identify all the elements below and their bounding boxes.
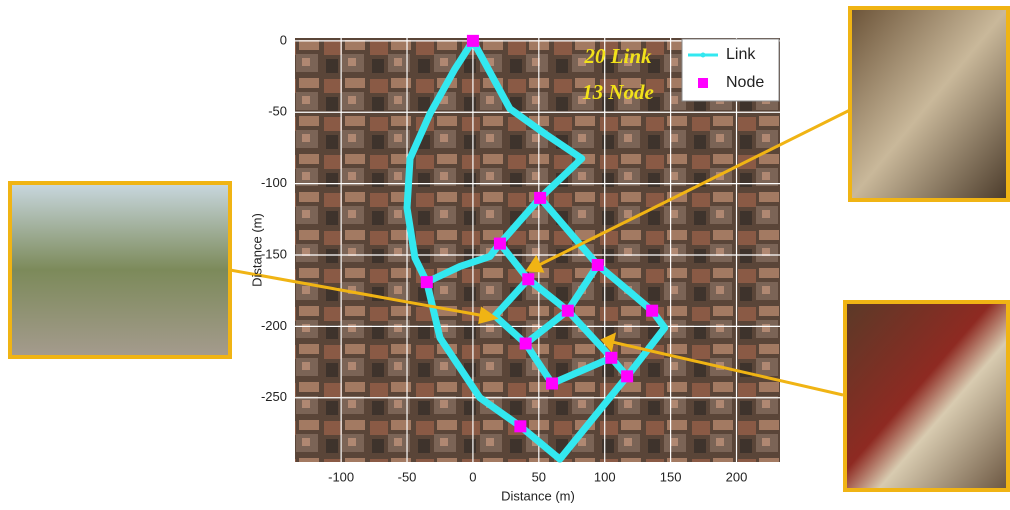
y-tick-label: -200 xyxy=(261,318,287,333)
x-tick-label: 0 xyxy=(469,469,476,484)
annotation: 20 Link xyxy=(583,44,652,68)
x-tick-label: 150 xyxy=(660,469,682,484)
x-tick-label: 50 xyxy=(532,469,546,484)
y-tick-label: -100 xyxy=(261,175,287,190)
node-marker xyxy=(421,276,433,288)
node-marker xyxy=(546,377,558,389)
street-photo xyxy=(10,183,230,357)
x-tick-label: 200 xyxy=(726,469,748,484)
legend-marker xyxy=(701,53,706,58)
node-marker xyxy=(646,305,658,317)
node-marker xyxy=(592,259,604,271)
node-marker xyxy=(605,352,617,364)
node-marker xyxy=(621,370,633,382)
legend-label: Node xyxy=(726,74,764,91)
street-photo xyxy=(845,302,1008,490)
annotation: 13 Node xyxy=(582,80,654,104)
node-marker xyxy=(522,273,534,285)
street-photo xyxy=(850,8,1008,200)
x-axis-label: Distance (m) xyxy=(501,488,575,503)
node-marker xyxy=(534,192,546,204)
y-tick-label: -50 xyxy=(268,104,287,119)
node-marker xyxy=(520,338,532,350)
node-marker xyxy=(514,420,526,432)
aerial-map xyxy=(295,38,780,462)
y-tick-label: -150 xyxy=(261,246,287,261)
x-tick-label: -50 xyxy=(398,469,417,484)
legend-marker xyxy=(698,78,708,88)
x-tick-label: -100 xyxy=(328,469,354,484)
node-marker xyxy=(562,305,574,317)
legend-label: Link xyxy=(726,46,756,63)
figure: 20 Link 13 Node Distance (m) Distance (m… xyxy=(0,0,1010,510)
node-marker xyxy=(494,238,506,250)
y-tick-label: -250 xyxy=(261,389,287,404)
y-tick-label: 0 xyxy=(280,32,287,47)
x-tick-label: 100 xyxy=(594,469,616,484)
page: {"chart_data": {"type": "network", "xlab… xyxy=(0,0,1010,510)
node-marker xyxy=(467,35,479,47)
